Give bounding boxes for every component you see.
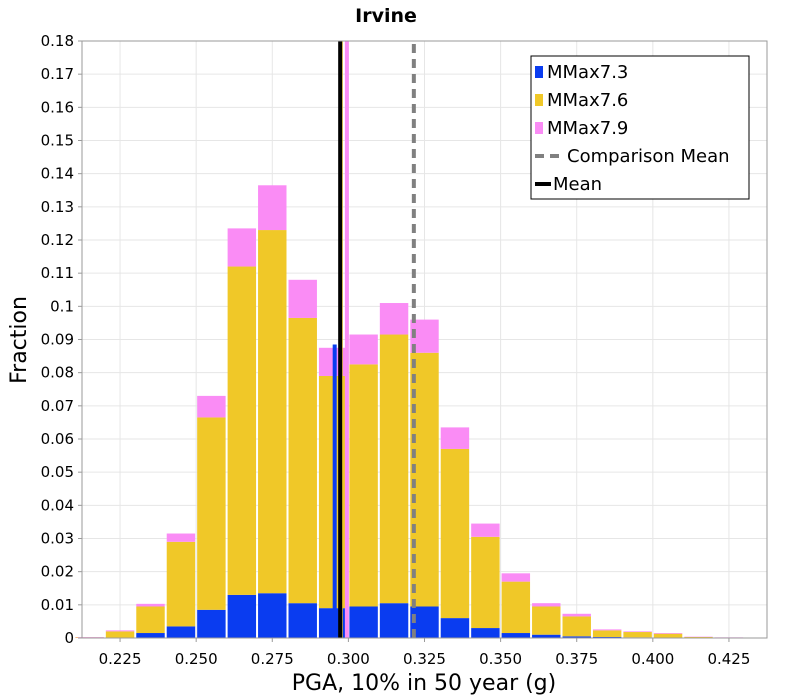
y-tick-label: 0.02 [41, 563, 74, 581]
y-tick-label: 0.09 [41, 331, 74, 349]
bar-mmax73 [197, 609, 226, 638]
y-tick-label: 0.12 [41, 231, 74, 249]
y-tick-label: 0.14 [41, 165, 74, 183]
bar-mmax73 [501, 633, 531, 638]
bar-mmax73 [258, 593, 287, 638]
legend-mmax79-label: MMax7.9 [547, 118, 628, 139]
y-tick-label: 0.15 [41, 132, 74, 150]
y-tick-label: 0.1 [50, 297, 74, 315]
bar-mmax79 [349, 334, 378, 365]
bar-mmax73 [562, 636, 591, 638]
bar-mmax79 [379, 303, 409, 335]
bar-mmax79 [258, 185, 287, 231]
bar-mmax76 [105, 631, 135, 638]
y-axis-label: Fraction [7, 296, 32, 384]
x-tick-label: 0.225 [99, 650, 142, 668]
bar-mmax73 [136, 633, 165, 638]
bar-mmax73 [288, 603, 317, 638]
y-tick-label: 0.08 [41, 364, 74, 382]
bar-mmax76 [440, 448, 470, 619]
bar-mmax73 [532, 634, 561, 638]
x-tick-label: 0.300 [327, 650, 370, 668]
y-tick-label: 0.07 [41, 397, 74, 415]
y-tick-label: 0.01 [41, 596, 74, 614]
bar-mmax76 [197, 417, 226, 610]
bar-mmax79 [592, 629, 622, 631]
legend-box [530, 55, 750, 200]
bar-mmax73 [440, 618, 470, 638]
legend-mmax76-label: MMax7.6 [547, 90, 628, 111]
bar-mmax76 [562, 616, 591, 637]
x-tick-label: 0.425 [707, 650, 750, 668]
bar-mmax79 [105, 630, 135, 632]
legend-mean-label: Mean [553, 174, 602, 195]
bar-mmax79 [288, 279, 317, 318]
y-tick-label: 0.17 [41, 65, 74, 83]
x-tick-label: 0.250 [175, 650, 218, 668]
bar-mmax79 [136, 603, 165, 607]
bar-mmax76 [166, 541, 196, 627]
x-tick-label: 0.375 [555, 650, 598, 668]
bar-mmax73 [349, 606, 378, 638]
bar-mmax79 [501, 573, 531, 582]
bar-mmax79 [532, 603, 561, 607]
bar-mmax79 [166, 533, 196, 542]
bar-mmax79 [623, 631, 652, 633]
bar-mmax76 [379, 334, 409, 604]
x-axis-label: PGA, 10% in 50 year (g) [292, 671, 556, 696]
y-tick-label: 0.05 [41, 463, 74, 481]
bar-mmax73 [379, 603, 409, 638]
y-tick-label: 0.06 [41, 430, 74, 448]
x-tick-label: 0.400 [631, 650, 674, 668]
y-tick-label: 0.18 [41, 32, 74, 50]
bar-mmax79 [471, 523, 500, 537]
bar-mmax79 [653, 633, 683, 634]
y-tick-label: 0 [64, 629, 74, 647]
bar-mmax73 [471, 628, 500, 638]
bar-mmax79 [227, 228, 257, 267]
legend-mmax79-swatch [535, 122, 543, 134]
bar-mmax76 [623, 632, 652, 638]
x-tick-label: 0.325 [403, 650, 446, 668]
legend-mmax76-swatch [535, 94, 543, 106]
bar-mmax76 [592, 630, 622, 638]
legend-comparison-mean-label: Comparison Mean [567, 146, 730, 167]
legend-mmax73-swatch [535, 66, 543, 78]
legend: MMax7.3 MMax7.6 MMax7.9 Comparison Mean Mean [530, 55, 750, 200]
bar-mmax76 [532, 606, 561, 635]
y-tick-label: 0.04 [41, 496, 74, 514]
bar-mmax76 [501, 581, 531, 634]
x-tick-label: 0.350 [479, 650, 522, 668]
bar-mmax76 [136, 606, 165, 634]
bar-mmax76 [227, 266, 257, 595]
bar-mmax73 [166, 626, 196, 638]
y-tick-label: 0.03 [41, 530, 74, 548]
bar-mmax76 [258, 230, 287, 594]
bar-mmax76 [288, 317, 317, 604]
y-tick-label: 0.16 [41, 98, 74, 116]
bar-mmax79 [197, 395, 226, 418]
y-tick-label: 0.13 [41, 198, 74, 216]
bar-mmax73 [227, 594, 257, 638]
bar-mmax76 [471, 536, 500, 629]
bar-mmax79 [440, 427, 470, 449]
x-tick-label: 0.275 [251, 650, 294, 668]
chart-title: Irvine [355, 5, 417, 27]
y-tick-label: 0.11 [41, 264, 74, 282]
bar-mmax79 [562, 613, 591, 617]
bar-mmax76 [349, 364, 378, 607]
bar-mmax76 [653, 633, 683, 638]
legend-mmax73-label: MMax7.3 [547, 62, 628, 83]
